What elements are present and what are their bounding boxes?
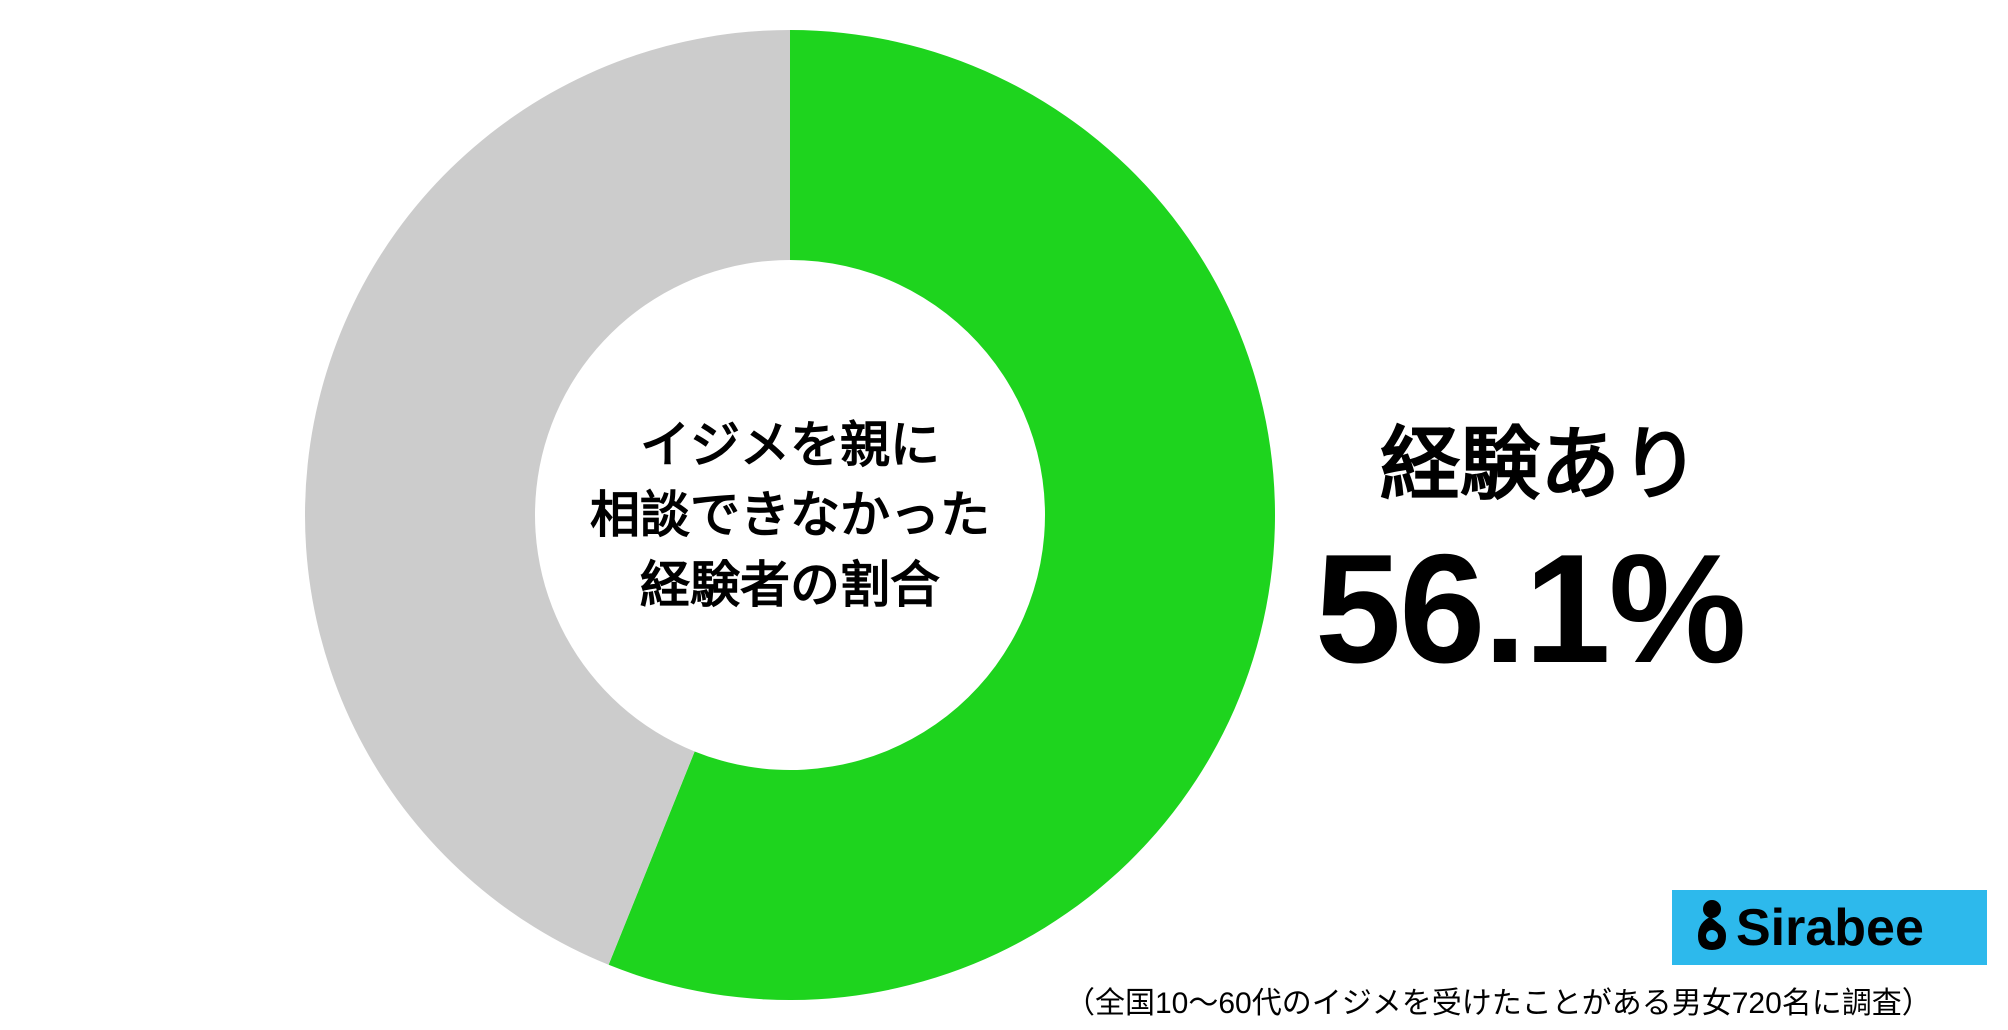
survey-footnote: （全国10〜60代のイジメを受けたことがある男女720名に調査）	[1065, 978, 1932, 1022]
sirabee-logo: Sirabee	[1672, 890, 1987, 965]
result-value: 56.1%	[1315, 520, 1745, 698]
chart-center-label: イジメを親に 相談できなかった 経験者の割合	[590, 410, 990, 620]
sirabee-logo-text: Sirabee	[1736, 898, 1924, 958]
center-line-2: 相談できなかった	[590, 480, 990, 550]
sirabee-logo-icon	[1692, 898, 1728, 957]
result-label: 経験あり	[1380, 400, 1700, 516]
donut-chart: イジメを親に 相談できなかった 経験者の割合	[305, 30, 1275, 1000]
center-line-3: 経験者の割合	[590, 550, 990, 620]
center-line-1: イジメを親に	[590, 410, 990, 480]
